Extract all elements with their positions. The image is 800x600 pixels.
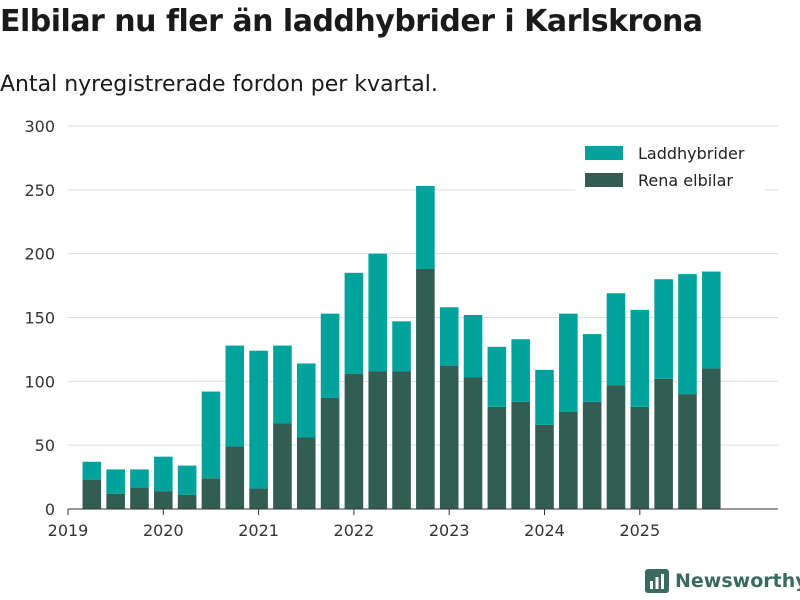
bar-rena-elbilar-2020-k3 [201, 478, 221, 509]
bar-rena-elbilar-2022-k1 [344, 373, 364, 509]
x-axis: 2019 2020 2021 2022 2023 2024 2025 [48, 508, 778, 540]
bar-rena-elbilar-2019-k4 [130, 487, 149, 509]
bar-laddhybrider-2022-k4 [416, 186, 435, 269]
bar-rena-elbilar-2020-k4 [225, 446, 245, 509]
bar-rena-elbilar-2025-k3 [678, 394, 697, 509]
y-tick-label: 0 [45, 500, 55, 519]
legend-swatch [585, 173, 623, 187]
bar-laddhybrider-2023-k3 [487, 346, 507, 407]
bar-laddhybrider-2021-k2 [273, 345, 292, 424]
bar-rena-elbilar-2024-k1 [535, 424, 554, 509]
bar-laddhybrider-2019-k2 [82, 461, 102, 480]
bar-laddhybrider-2020-k2 [177, 465, 197, 495]
bar-rena-elbilar-2023-k4 [511, 401, 530, 509]
bar-rena-elbilar-2025-k4 [701, 368, 721, 509]
x-tick-label: 2024 [524, 521, 565, 540]
bar-laddhybrider-2020-k1 [154, 456, 173, 492]
bar-rena-elbilar-2021-k3 [296, 437, 316, 509]
bar-laddhybrider-2021-k4 [320, 313, 340, 398]
brand-logo: Newsworthy [645, 569, 800, 593]
x-tick-label: 2022 [334, 521, 375, 540]
chart-subtitle: Antal nyregistrerade fordon per kvartal. [0, 72, 438, 97]
bar-laddhybrider-2025-k4 [701, 271, 721, 369]
bar-rena-elbilar-2022-k4 [416, 268, 435, 509]
bar-laddhybrider-2023-k2 [463, 314, 483, 378]
bar-rena-elbilar-2022-k2 [368, 371, 388, 509]
bar-laddhybrider-2022-k1 [344, 272, 364, 374]
bar-laddhybrider-2022-k2 [368, 253, 388, 372]
bar-rena-elbilar-2019-k3 [106, 493, 125, 509]
y-tick-label: 200 [24, 245, 55, 264]
bar-rena-elbilar-2023-k3 [487, 406, 507, 509]
x-tick-label: 2021 [238, 521, 279, 540]
bar-rena-elbilar-2023-k1 [439, 366, 459, 509]
x-tick-label: 2025 [619, 521, 660, 540]
bar-laddhybrider-2020-k4 [225, 345, 245, 447]
bar-laddhybrider-2024-k1 [535, 369, 554, 425]
bar-laddhybrider-2025-k3 [678, 274, 697, 395]
y-tick-label: 250 [24, 181, 55, 200]
bar-laddhybrider-2019-k4 [130, 469, 149, 488]
bar-rena-elbilar-2019-k2 [82, 479, 102, 509]
bar-chart-icon [645, 569, 669, 593]
y-tick-label: 100 [24, 372, 55, 391]
y-tick-label: 50 [35, 436, 55, 455]
bar-laddhybrider-2021-k1 [249, 350, 268, 489]
chart-title: Elbilar nu fler än laddhybrider i Karlsk… [0, 4, 703, 39]
legend-label: Laddhybrider [638, 144, 745, 163]
y-tick-label: 150 [24, 309, 55, 328]
bar-rena-elbilar-2025-k1 [630, 406, 650, 509]
bar-laddhybrider-2023-k4 [511, 339, 530, 402]
bar-laddhybrider-2024-k4 [606, 293, 626, 386]
bar-laddhybrider-2021-k3 [296, 363, 316, 438]
y-tick-label: 300 [24, 117, 55, 136]
bar-rena-elbilar-2023-k2 [463, 377, 483, 509]
legend: Laddhybrider Rena elbilar [575, 141, 765, 193]
x-tick-label: 2023 [429, 521, 470, 540]
brand-name: Newsworthy [675, 570, 800, 592]
legend-swatch [585, 146, 623, 160]
bar-laddhybrider-2020-k3 [201, 391, 221, 479]
bar-rena-elbilar-2021-k1 [249, 488, 268, 509]
bar-laddhybrider-2019-k3 [106, 469, 125, 494]
bar-rena-elbilar-2021-k4 [320, 397, 340, 509]
bars [82, 186, 721, 509]
bar-rena-elbilar-2024-k4 [606, 385, 626, 509]
bar-laddhybrider-2025-k2 [654, 279, 673, 379]
bar-laddhybrider-2023-k1 [439, 307, 459, 367]
bar-laddhybrider-2025-k1 [630, 309, 650, 407]
bar-rena-elbilar-2020-k1 [154, 491, 173, 509]
bar-laddhybrider-2024-k3 [582, 334, 602, 402]
x-tick-label: 2020 [143, 521, 184, 540]
bar-rena-elbilar-2024-k2 [559, 411, 578, 509]
bar-rena-elbilar-2020-k2 [177, 494, 197, 509]
y-axis: 0 50 100 150 200 250 300 [24, 117, 55, 519]
legend-label: Rena elbilar [638, 171, 733, 190]
bar-laddhybrider-2022-k3 [392, 321, 411, 372]
x-tick-label: 2019 [48, 521, 89, 540]
bar-rena-elbilar-2024-k3 [582, 401, 602, 509]
bar-rena-elbilar-2021-k2 [273, 423, 292, 509]
bar-rena-elbilar-2022-k3 [392, 371, 411, 509]
bar-laddhybrider-2024-k2 [559, 313, 578, 412]
bar-rena-elbilar-2025-k2 [654, 378, 673, 509]
